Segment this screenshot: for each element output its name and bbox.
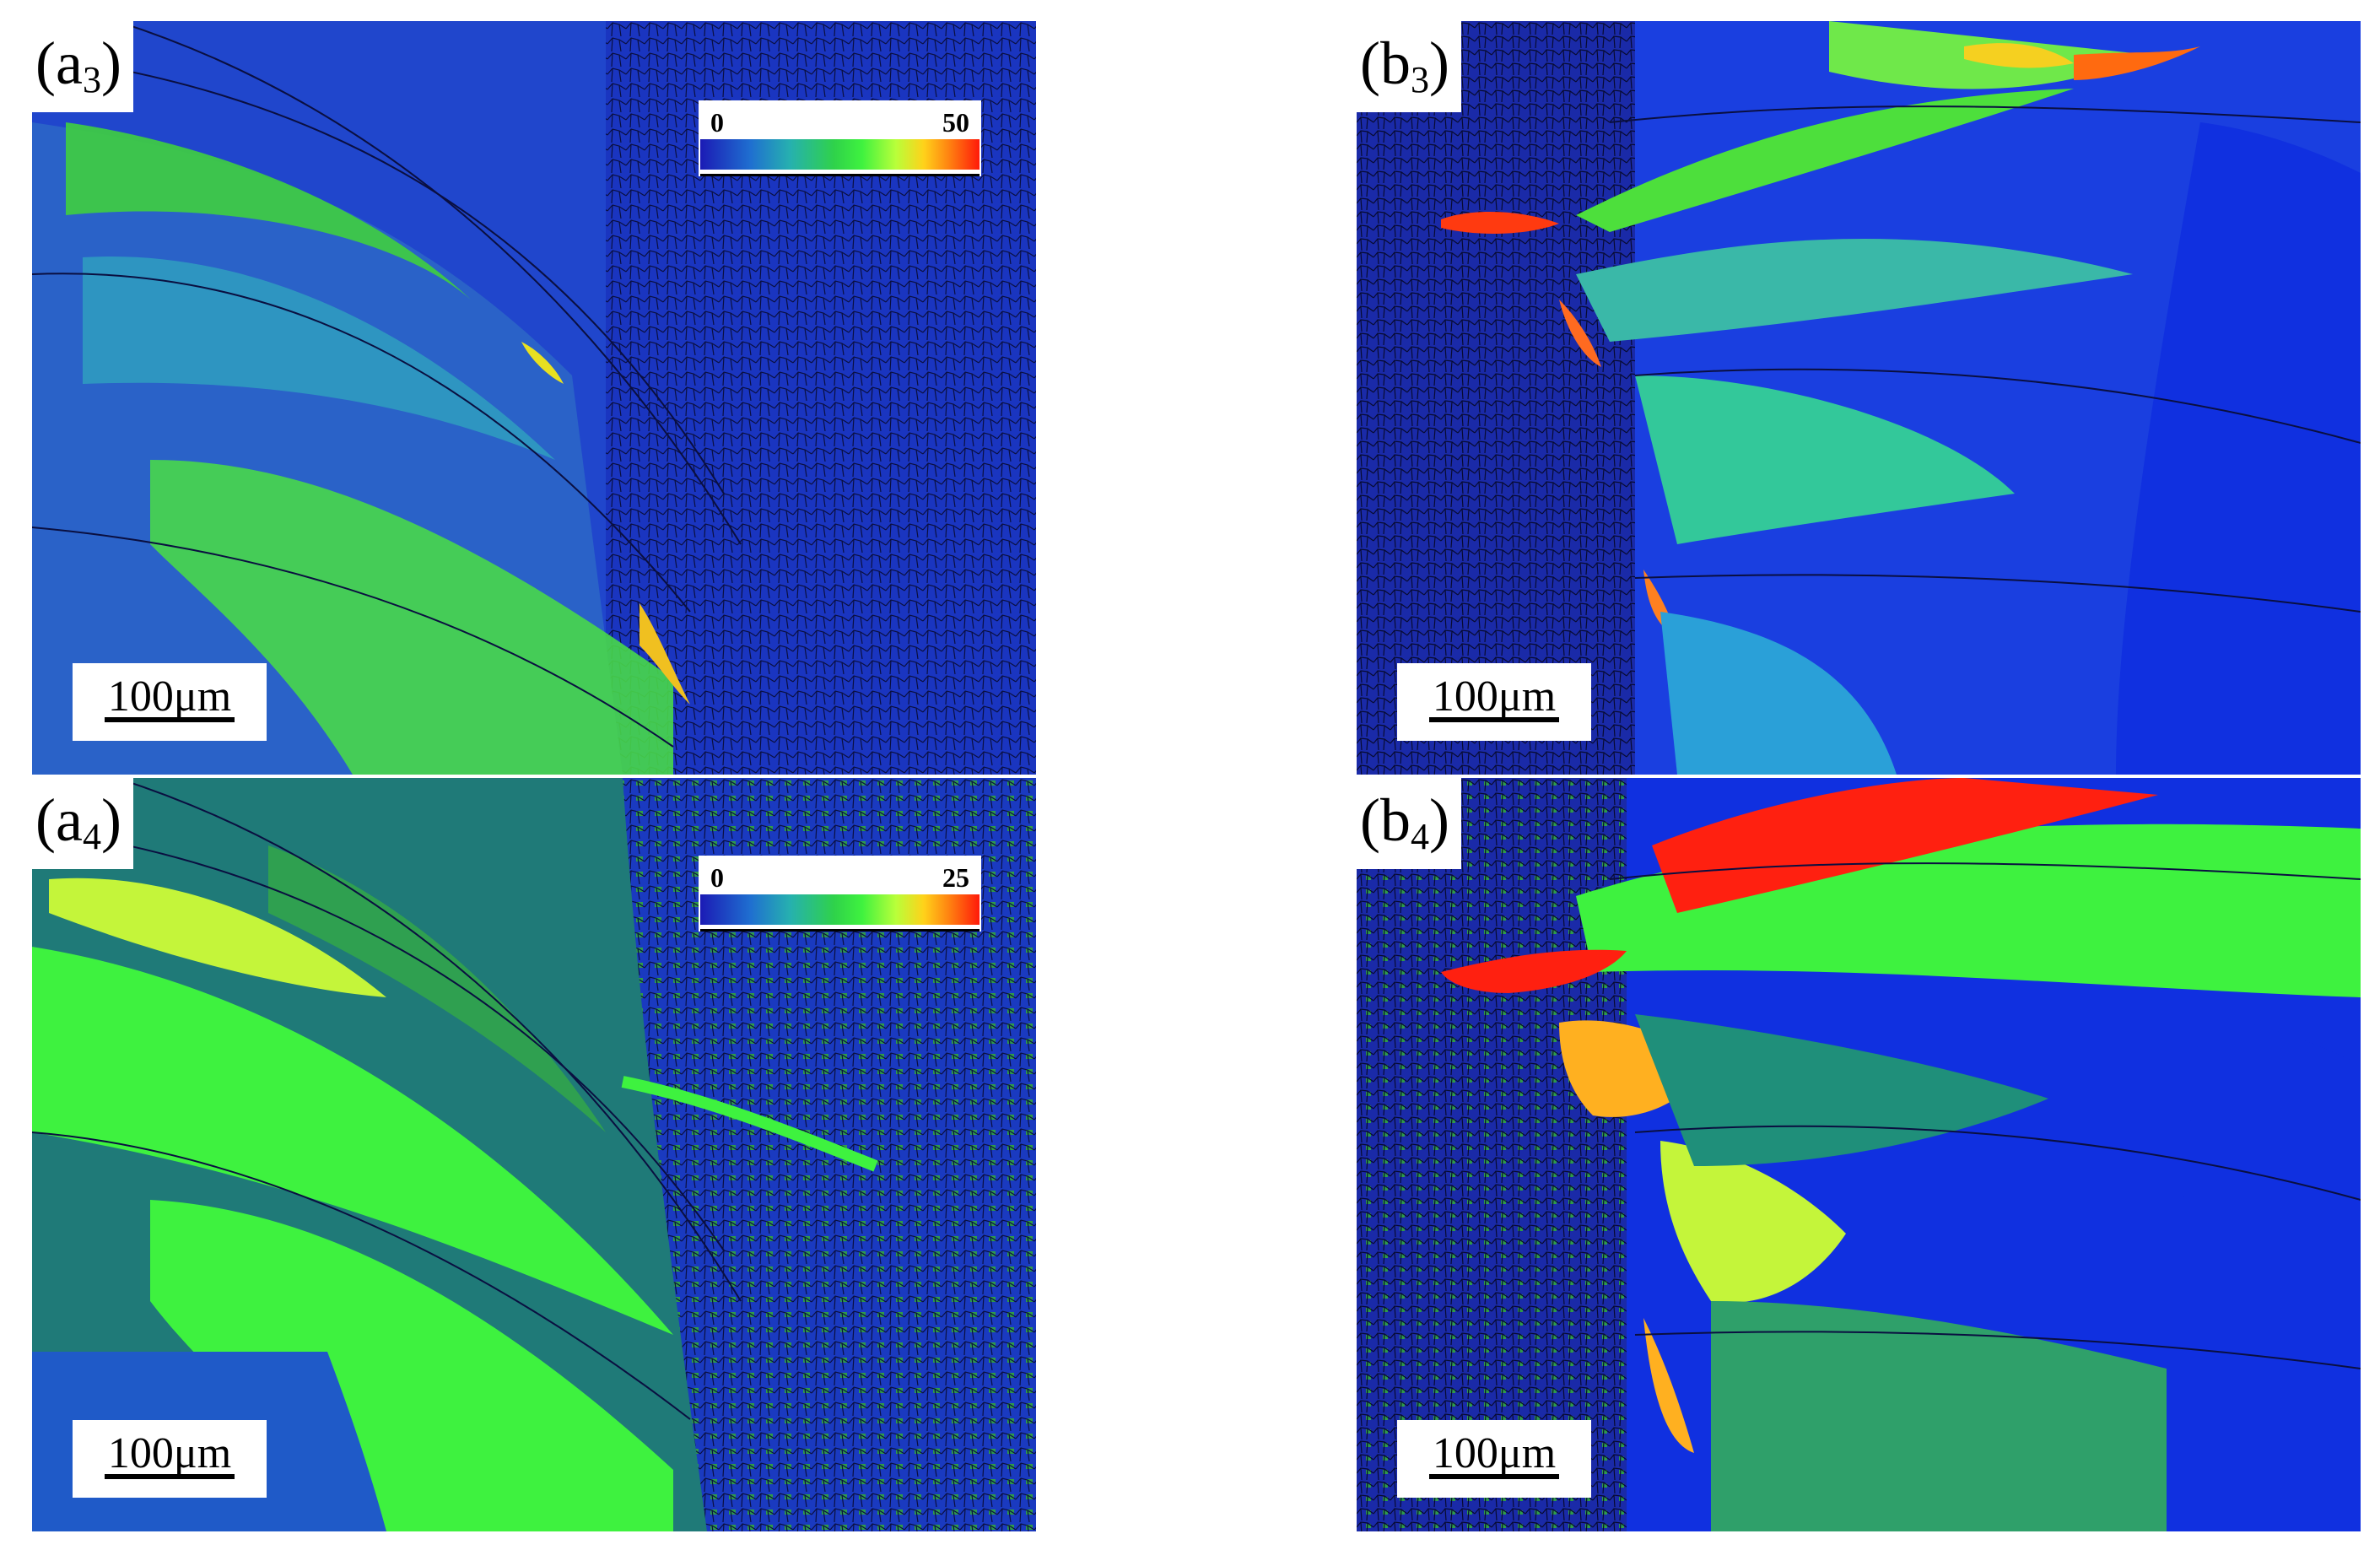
- legend-max-label: 50: [942, 107, 969, 138]
- misorientation-map-b4: [1357, 778, 2361, 1531]
- scale-bar-b4: 100μm: [1397, 1420, 1591, 1498]
- scale-bar-line: [105, 717, 235, 722]
- legend-underline: [700, 929, 980, 932]
- legend-gradient: [700, 894, 980, 925]
- legend-min-label: 0: [710, 862, 724, 893]
- scale-bar-line: [105, 1474, 235, 1479]
- legend-gradient: [700, 139, 980, 170]
- panel-label-b3: (b3): [1357, 21, 1461, 112]
- scale-bar-a4: 100μm: [73, 1420, 267, 1498]
- panel-label-a3: (a3): [32, 21, 133, 112]
- scale-bar-line: [1429, 717, 1559, 722]
- scale-bar-text: 100μm: [107, 1429, 232, 1477]
- panel-a3: (a3) 0 50 100μm: [32, 21, 1036, 775]
- legend-max-label: 25: [942, 862, 969, 893]
- scale-bar-text: 100μm: [1432, 1429, 1557, 1477]
- color-legend-a4: 0 25: [699, 856, 981, 932]
- panel-label-b4: (b4): [1357, 778, 1461, 869]
- legend-min-label: 0: [710, 107, 724, 138]
- scale-bar-b3: 100μm: [1397, 663, 1591, 741]
- panel-b4: (b4) 100μm: [1357, 778, 2361, 1531]
- panel-label-a4: (a4): [32, 778, 133, 869]
- misorientation-map-b3: [1357, 21, 2361, 775]
- color-legend-a3: 0 50: [699, 100, 981, 176]
- scale-bar-text: 100μm: [107, 672, 232, 721]
- panel-a4: (a4) 0 25 100μm: [32, 778, 1036, 1531]
- scale-bar-a3: 100μm: [73, 663, 267, 741]
- scale-bar-line: [1429, 1474, 1559, 1479]
- panel-b3: (b3) 100μm: [1357, 21, 2361, 775]
- legend-underline: [700, 174, 980, 176]
- scale-bar-text: 100μm: [1432, 672, 1557, 721]
